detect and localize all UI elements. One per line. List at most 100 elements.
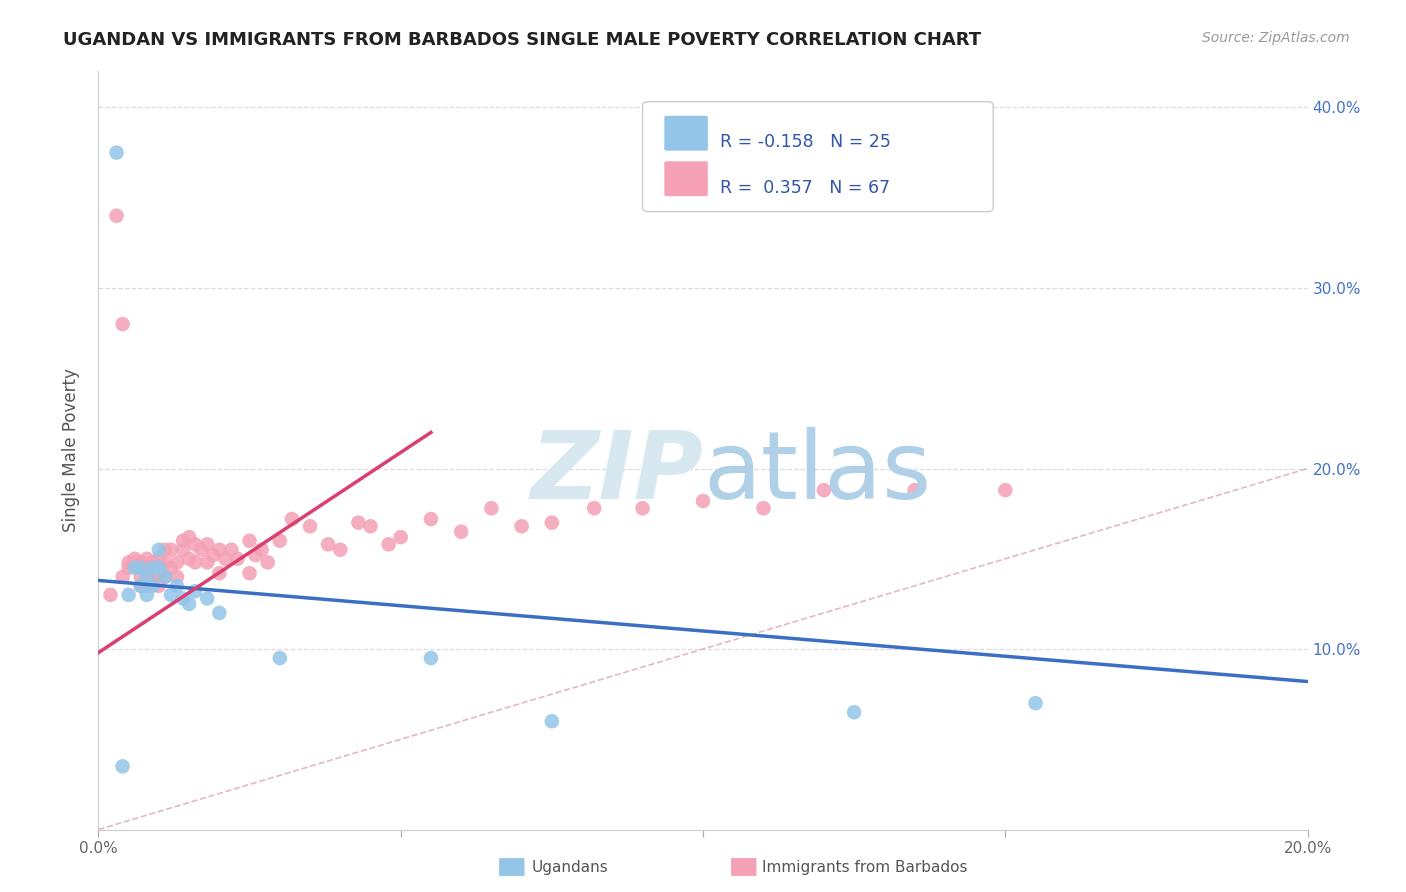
Point (129, 555, 152, 569)
Point (226, 551, 249, 566)
Point (105, 209, 128, 223)
Point (450, 524, 472, 539)
Point (329, 542, 352, 557)
Point (148, 579, 170, 593)
Point (245, 548, 267, 562)
Point (166, 555, 188, 569)
Point (256, 555, 278, 569)
Point (347, 516, 370, 530)
Text: Immigrants from Barbados: Immigrants from Barbados (762, 860, 967, 874)
Point (135, 588, 157, 602)
Point (153, 570, 176, 584)
Point (172, 542, 194, 557)
Point (105, 145, 128, 160)
Point (221, 542, 243, 557)
Point (844, 705, 866, 719)
Point (111, 759, 134, 773)
Point (583, 501, 606, 516)
Point (239, 566, 262, 581)
Point (172, 591, 194, 606)
Point (172, 533, 194, 548)
Point (100, 588, 122, 602)
Point (118, 588, 141, 602)
Point (195, 537, 218, 551)
Point (124, 561, 146, 575)
Point (166, 570, 188, 584)
Point (420, 512, 443, 526)
Point (124, 555, 146, 569)
Point (142, 561, 165, 575)
Point (129, 561, 152, 575)
Point (214, 551, 236, 566)
Point (269, 651, 291, 665)
Point (360, 519, 382, 533)
Point (190, 542, 212, 557)
Point (153, 570, 176, 584)
Point (179, 551, 201, 566)
Text: R = -0.158   N = 25: R = -0.158 N = 25 (720, 133, 891, 152)
Point (148, 551, 170, 566)
Point (904, 483, 927, 498)
Point (142, 570, 165, 584)
FancyBboxPatch shape (643, 102, 993, 211)
FancyBboxPatch shape (664, 116, 707, 151)
Point (160, 542, 183, 557)
Point (692, 494, 714, 508)
Point (239, 533, 262, 548)
Point (389, 530, 412, 544)
Point (208, 566, 231, 581)
Point (111, 317, 134, 331)
Point (540, 714, 562, 729)
Point (269, 533, 291, 548)
Point (299, 519, 322, 533)
Point (510, 519, 533, 533)
Point (631, 501, 654, 516)
Point (166, 579, 188, 593)
Point (160, 588, 183, 602)
Point (994, 483, 1017, 498)
Point (1024, 696, 1046, 710)
Point (124, 551, 146, 566)
Point (118, 561, 141, 575)
Point (142, 579, 165, 593)
Y-axis label: Single Male Poverty: Single Male Poverty (62, 368, 80, 533)
Point (250, 542, 273, 557)
Point (148, 566, 170, 581)
Point (135, 570, 157, 584)
Point (377, 537, 399, 551)
Point (184, 555, 207, 569)
Text: atlas: atlas (703, 427, 931, 519)
Point (813, 483, 835, 498)
Point (179, 597, 201, 611)
Point (195, 555, 218, 569)
Point (208, 606, 231, 620)
Point (129, 579, 152, 593)
Point (179, 530, 201, 544)
Point (184, 537, 207, 551)
Text: UGANDAN VS IMMIGRANTS FROM BARBADOS SINGLE MALE POVERTY CORRELATION CHART: UGANDAN VS IMMIGRANTS FROM BARBADOS SING… (63, 31, 981, 49)
Point (202, 548, 225, 562)
Point (540, 516, 562, 530)
Point (160, 561, 183, 575)
Point (135, 579, 157, 593)
Text: ZIP: ZIP (530, 427, 703, 519)
FancyBboxPatch shape (664, 161, 707, 196)
Point (195, 591, 218, 606)
Point (135, 561, 157, 575)
Point (420, 651, 443, 665)
Point (148, 561, 170, 575)
Point (148, 542, 170, 557)
Text: Ugandans: Ugandans (531, 860, 609, 874)
Point (111, 570, 134, 584)
Text: Source: ZipAtlas.com: Source: ZipAtlas.com (1202, 31, 1350, 45)
Point (129, 579, 152, 593)
Point (184, 584, 207, 599)
Point (153, 555, 176, 569)
Point (281, 512, 304, 526)
Point (208, 542, 231, 557)
Point (481, 501, 503, 516)
Point (316, 537, 339, 551)
Point (142, 555, 165, 569)
Point (135, 551, 157, 566)
Text: R =  0.357   N = 67: R = 0.357 N = 67 (720, 178, 890, 197)
